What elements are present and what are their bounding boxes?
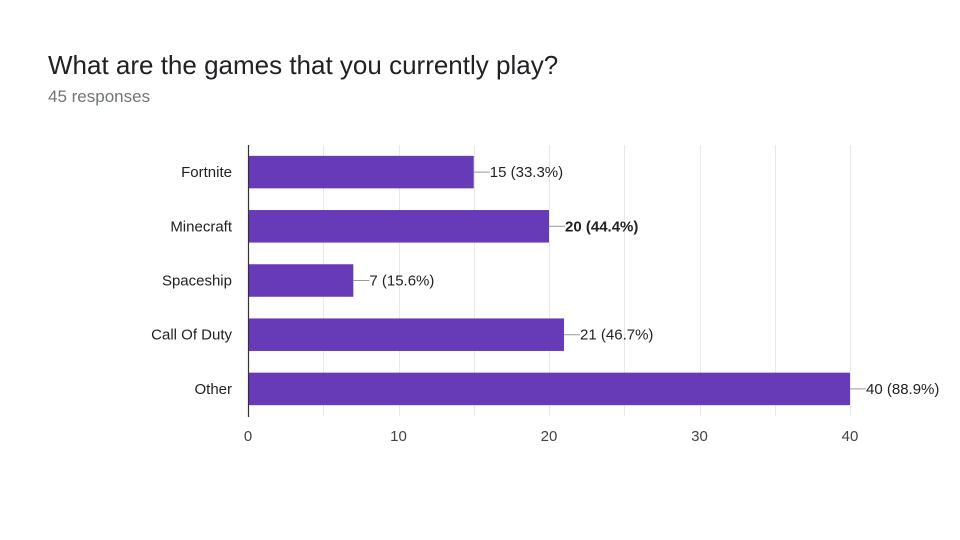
category-label: Fortnite (181, 164, 232, 181)
bar (248, 155, 474, 189)
data-label: 40 (88.9%) (866, 381, 939, 398)
x-tick-label: 0 (244, 428, 252, 445)
x-tick-label: 10 (390, 428, 407, 445)
question-title: What are the games that you currently pl… (48, 50, 559, 80)
x-tick-label: 20 (541, 428, 558, 445)
data-label: 20 (44.4%) (565, 218, 638, 235)
data-label: 15 (33.3%) (490, 164, 563, 181)
category-label: Other (194, 381, 232, 398)
category-label: Minecraft (170, 218, 233, 235)
x-tick-label: 30 (691, 428, 708, 445)
bar (248, 210, 549, 243)
data-label: 21 (46.7%) (580, 327, 653, 344)
x-tick-label: 40 (842, 428, 859, 445)
category-label: Call Of Duty (151, 327, 232, 344)
response-count: 45 responses (48, 87, 151, 106)
bar (248, 264, 354, 297)
category-label: Spaceship (162, 273, 232, 290)
bar (248, 318, 565, 351)
bar (248, 372, 850, 406)
data-label: 7 (15.6%) (369, 273, 434, 290)
